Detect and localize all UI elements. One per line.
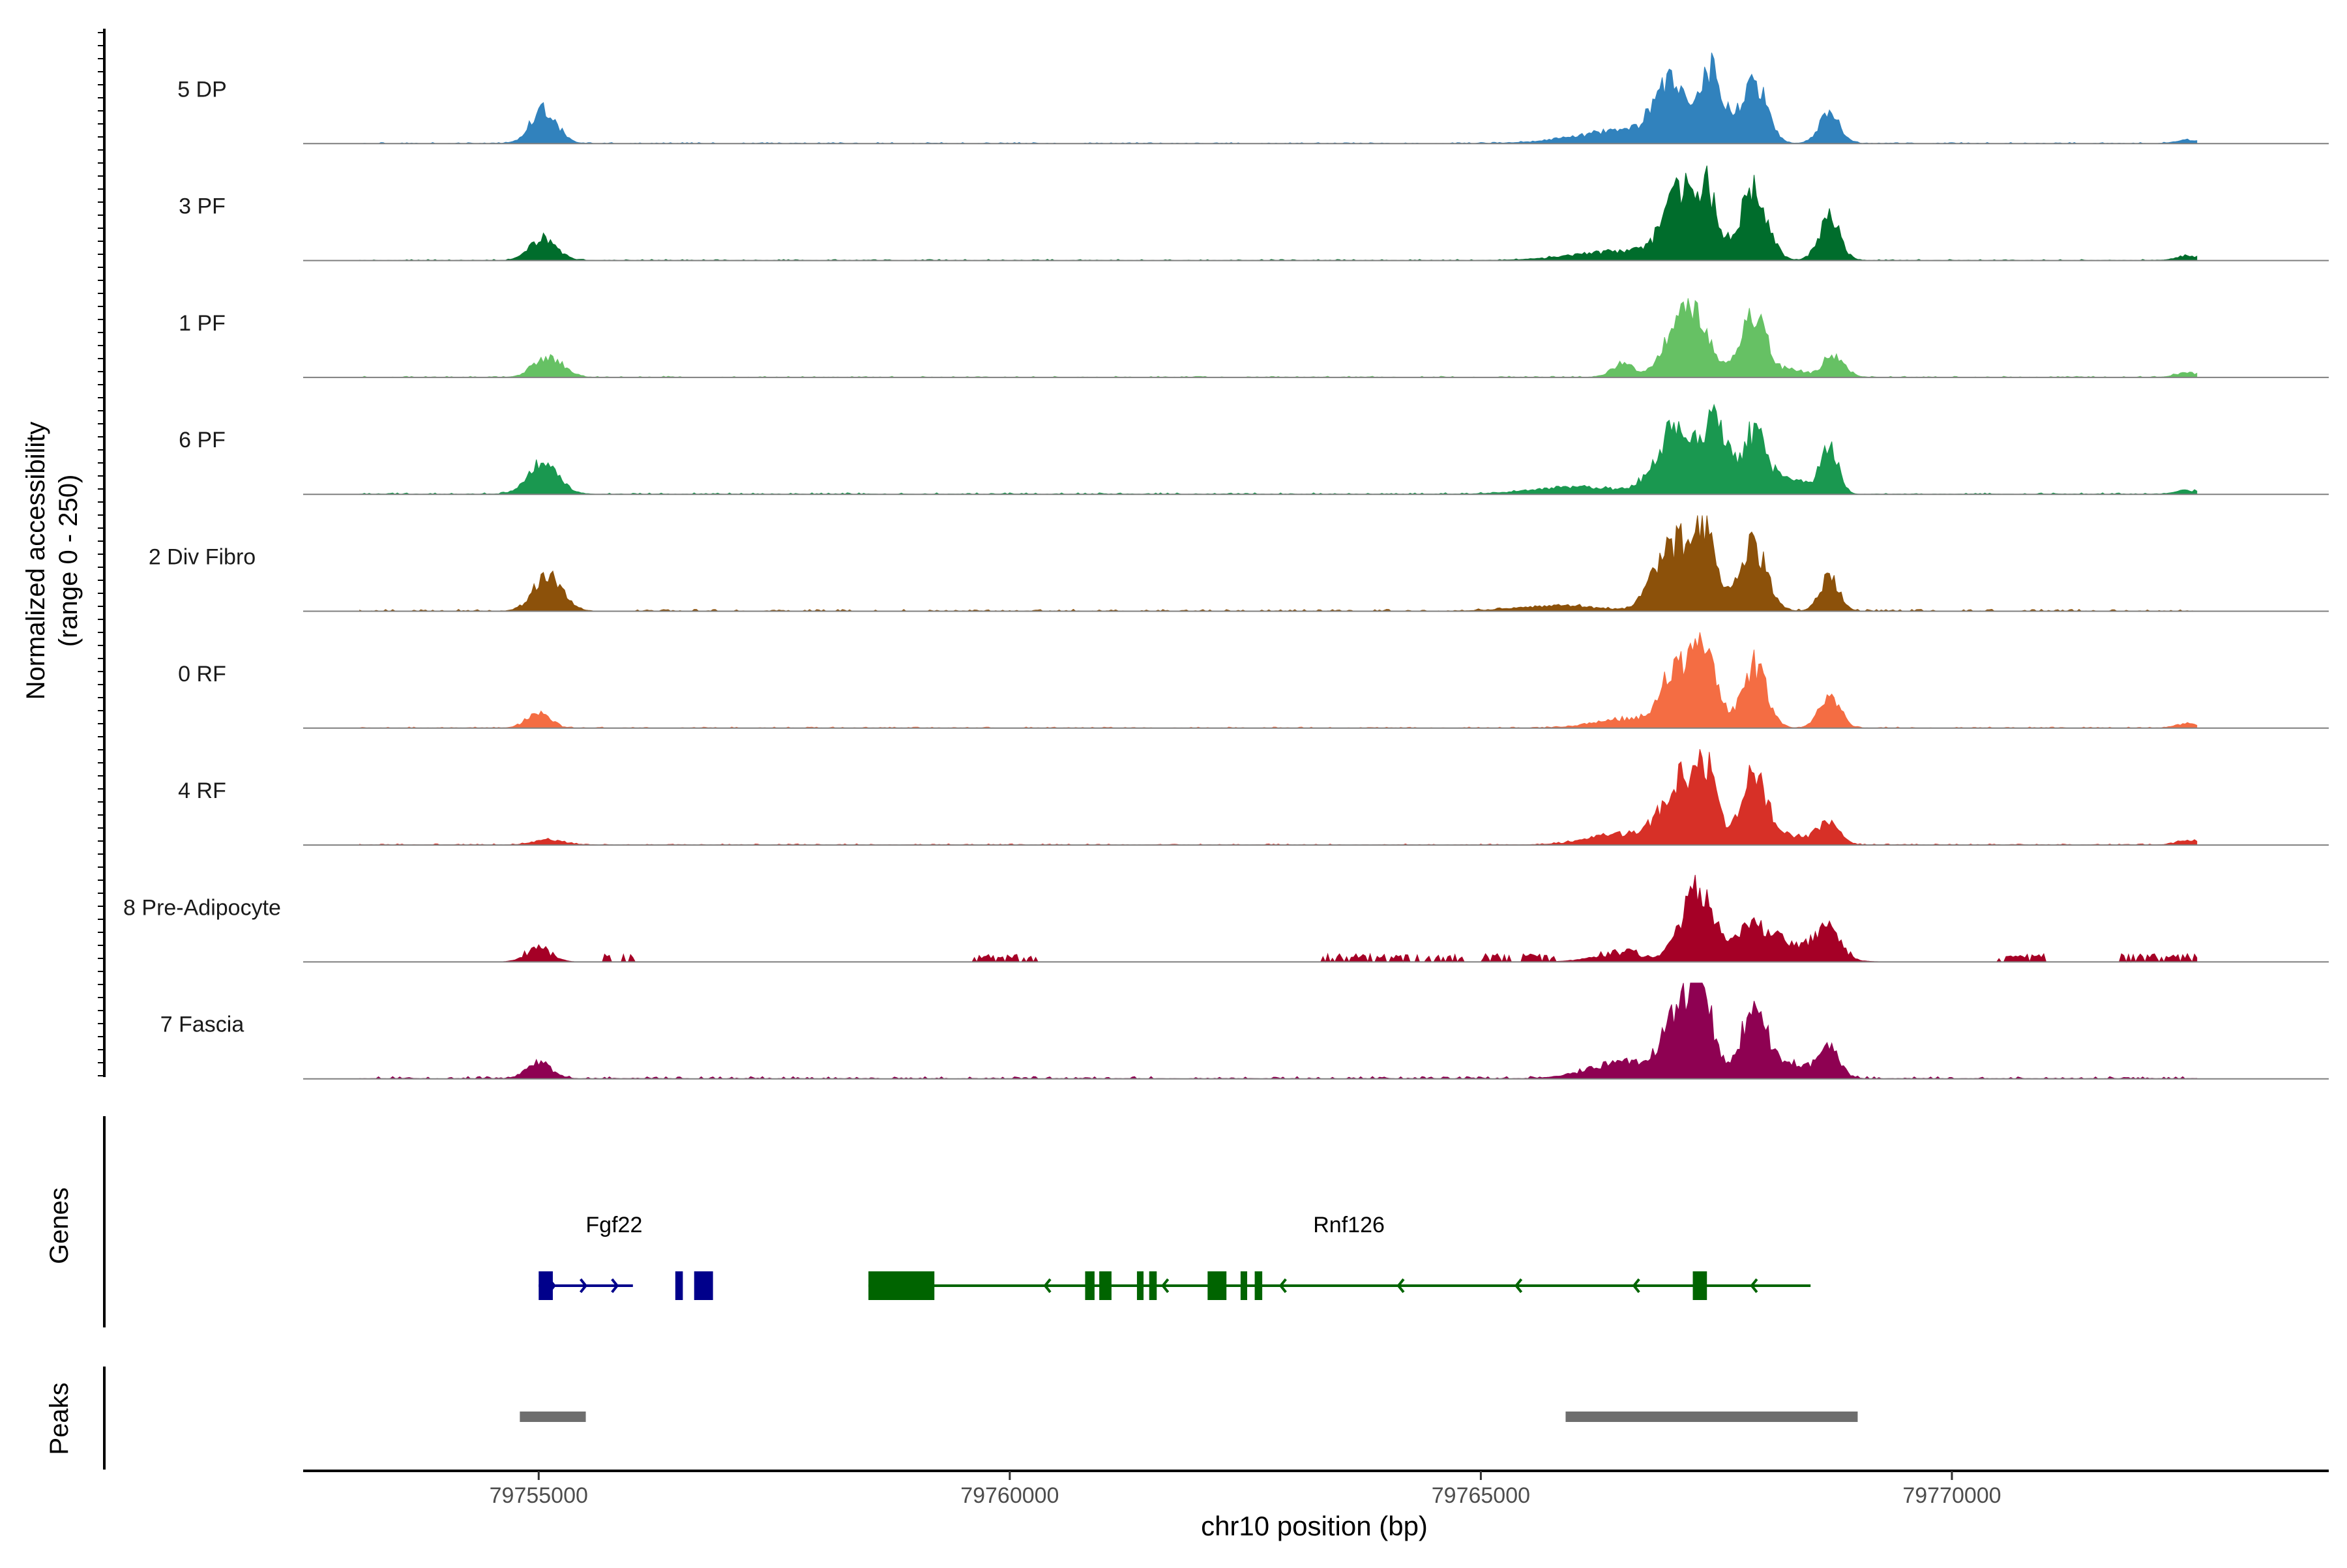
coverage-area-6 (359, 748, 2198, 846)
coverage-track-0: 5 DP (177, 52, 2329, 145)
coverage-track-5: 0 RF (178, 632, 2329, 729)
x-axis-label: chr10 position (bp) (1201, 1511, 1428, 1541)
gene-name-fgf22: Fgf22 (585, 1213, 642, 1237)
gene-name-rnf126: Rnf126 (1313, 1213, 1385, 1237)
coverage-track-7: 8 Pre-Adipocyte (123, 874, 2329, 964)
coverage-area-8 (359, 983, 2198, 1080)
peak-region-0 (520, 1412, 586, 1422)
exon-1-7 (1254, 1271, 1263, 1300)
strand-arrow (1750, 1278, 1758, 1294)
strand-arrow (1161, 1278, 1170, 1294)
coverage-area-2 (359, 298, 2198, 378)
track-label-8: 7 Fascia (160, 1013, 244, 1037)
coverage-track-1: 3 PF (179, 165, 2329, 261)
track-label-1: 3 PF (179, 194, 226, 219)
exon-1-1 (1085, 1271, 1095, 1300)
exon-1-0 (868, 1271, 935, 1300)
strand-arrow (1632, 1278, 1640, 1294)
y-axis-label-line2: (range 0 - 250) (54, 475, 83, 647)
coverage-track-2: 1 PF (179, 298, 2329, 378)
track-label-3: 6 PF (179, 428, 226, 452)
coverage-track-8: 7 Fascia (160, 983, 2329, 1080)
track-label-2: 1 PF (179, 311, 226, 336)
coverage-track-3: 6 PF (179, 404, 2329, 496)
coverage-area-1 (359, 165, 2198, 261)
y-axis-label-line1: Normalized accessibility (22, 422, 50, 700)
gene-rnf126: Rnf126 (868, 1213, 1811, 1300)
exon-1-8 (1692, 1271, 1707, 1300)
x-tick-label-1: 79760000 (960, 1483, 1059, 1508)
coverage-area-5 (359, 632, 2198, 729)
exon-1-4 (1149, 1271, 1157, 1300)
exon-0-1 (675, 1271, 683, 1300)
strand-arrow (579, 1278, 588, 1294)
track-label-7: 8 Pre-Adipocyte (123, 895, 281, 920)
track-label-5: 0 RF (178, 662, 226, 687)
exon-0-2 (694, 1271, 713, 1300)
gene-fgf22: Fgf22 (539, 1213, 713, 1300)
peaks-track-label: Peaks (45, 1382, 74, 1455)
coverage-area-3 (359, 404, 2198, 495)
x-tick-label-0: 79755000 (490, 1483, 588, 1508)
strand-arrow (1278, 1278, 1287, 1294)
exon-0-0 (539, 1271, 553, 1300)
exon-1-6 (1240, 1271, 1248, 1300)
coverage-track-4: 2 Div Fibro (149, 515, 2329, 612)
peak-region-1 (1565, 1412, 1858, 1422)
strand-arrow (611, 1278, 619, 1294)
exon-1-2 (1099, 1271, 1112, 1300)
coverage-area-4 (359, 515, 2198, 612)
coverage-area-7 (359, 874, 2198, 964)
exon-1-3 (1136, 1271, 1144, 1300)
genes-track-label: Genes (45, 1187, 74, 1264)
track-label-0: 5 DP (177, 77, 227, 102)
strand-arrow (1396, 1278, 1405, 1294)
coverage-area-0 (359, 52, 2198, 144)
track-label-4: 2 Div Fibro (149, 545, 256, 570)
x-tick-label-2: 79765000 (1432, 1483, 1530, 1508)
strand-arrow (1043, 1278, 1052, 1294)
exon-1-5 (1207, 1271, 1227, 1300)
x-tick-label-3: 79770000 (1902, 1483, 2001, 1508)
track-label-6: 4 RF (178, 778, 226, 803)
strand-arrow (1514, 1278, 1523, 1294)
coverage-track-6: 4 RF (178, 748, 2329, 846)
